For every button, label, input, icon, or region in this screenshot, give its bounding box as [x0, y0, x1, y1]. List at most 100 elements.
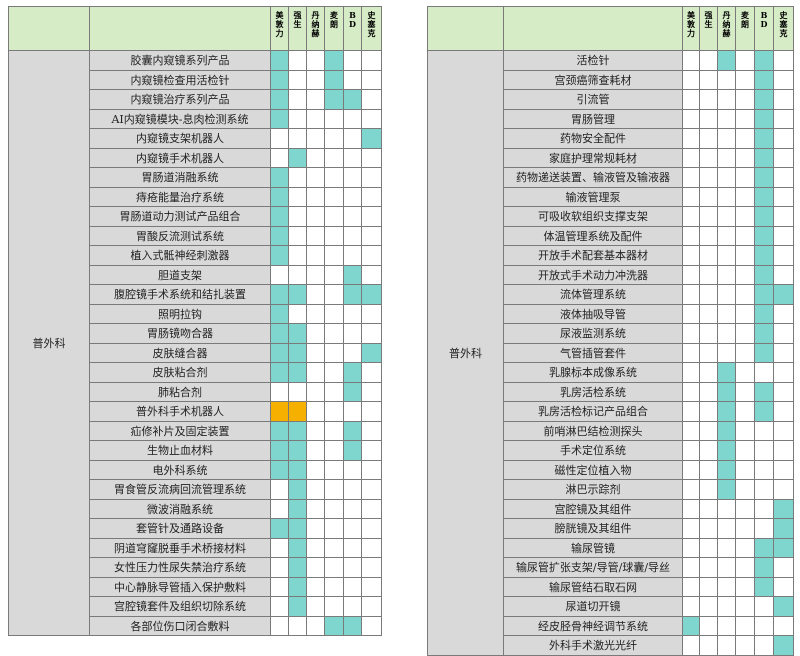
presence-cell-empty	[306, 225, 325, 246]
presence-cell-empty	[288, 128, 307, 149]
presence-cell-empty	[324, 440, 344, 461]
table-row: 女性压力性尿失禁治疗系统	[9, 557, 382, 578]
presence-cell-empty	[361, 167, 382, 188]
presence-cell-filled	[324, 50, 344, 71]
presence-cell-empty	[288, 264, 307, 285]
table-row: 生物止血材料	[9, 440, 382, 461]
presence-cell-empty	[699, 50, 718, 71]
department-cell: 普外科	[8, 50, 90, 636]
product-name: 女性压力性尿失禁治疗系统	[89, 557, 271, 578]
presence-cell-filled	[288, 596, 307, 617]
company-header: 麦朗	[324, 6, 344, 51]
presence-cell-empty	[324, 225, 344, 246]
presence-cell-empty	[773, 615, 794, 636]
presence-cell-empty	[306, 303, 325, 324]
presence-cell-empty	[361, 264, 382, 285]
presence-cell-empty	[699, 284, 718, 305]
presence-cell-empty	[324, 596, 344, 617]
product-name: 膀胱镜及其组件	[503, 518, 683, 539]
presence-cell-empty	[324, 401, 344, 422]
presence-cell-filled	[717, 381, 736, 402]
presence-cell-empty	[361, 225, 382, 246]
presence-cell-empty	[717, 557, 736, 578]
product-name: 普外科手术机器人	[89, 401, 271, 422]
presence-cell-empty	[682, 401, 700, 422]
presence-cell-filled	[324, 615, 344, 636]
presence-cell-empty	[361, 50, 382, 71]
presence-cell-empty	[773, 362, 794, 383]
presence-cell-filled	[773, 284, 794, 305]
presence-cell-empty	[717, 89, 736, 110]
presence-cell-empty	[306, 108, 325, 129]
presence-cell-filled	[361, 284, 382, 305]
company-header: 丹纳赫	[306, 6, 325, 51]
presence-cell-empty	[361, 459, 382, 480]
product-name: 药物安全配件	[503, 128, 683, 149]
table-row: 手术定位系统	[428, 440, 794, 461]
product-name: 中心静脉导管插入保护敷料	[89, 576, 271, 597]
presence-cell-empty	[343, 186, 362, 207]
table-row: 乳房活检标记产品组合	[428, 401, 794, 422]
table-row: AI内窥镜模块-息肉检测系统	[9, 108, 382, 129]
table-row: 胃肠道动力测试产品组合	[9, 206, 382, 227]
presence-cell-filled	[754, 381, 774, 402]
presence-cell-empty	[361, 147, 382, 168]
presence-cell-empty	[682, 69, 700, 90]
presence-cell-filled	[288, 420, 307, 441]
presence-cell-filled	[773, 596, 794, 617]
presence-cell-empty	[735, 440, 755, 461]
presence-cell-empty	[270, 128, 289, 149]
table-row: 胃食管反流病回流管理系统	[9, 479, 382, 500]
presence-cell-empty	[288, 245, 307, 266]
presence-cell-empty	[361, 108, 382, 129]
product-matrix-left: 美敦力 强生 丹纳赫 麦朗 BD 史塞克 普外科 胶囊内窥镜系列产品 内窥镜检查用活检针 内窥镜…	[8, 6, 382, 636]
presence-cell-filled	[343, 89, 362, 110]
presence-cell-empty	[270, 557, 289, 578]
company-header: 史塞克	[361, 6, 382, 51]
product-name: 内窥镜支架机器人	[89, 128, 271, 149]
presence-cell-filled	[288, 537, 307, 558]
table-row: 胃肠镜吻合器	[9, 323, 382, 344]
presence-cell-empty	[773, 225, 794, 246]
presence-cell-filled	[270, 225, 289, 246]
company-header: 史塞克	[773, 6, 794, 51]
product-name: 宫腔镜套件及组织切除系统	[89, 596, 271, 617]
presence-cell-empty	[361, 440, 382, 461]
presence-cell-empty	[306, 284, 325, 305]
table-row: 流体管理系统	[428, 284, 794, 305]
presence-cell-empty	[682, 635, 700, 656]
presence-cell-filled	[361, 128, 382, 149]
product-name: 前哨淋巴结检测探头	[503, 420, 683, 441]
company-name: 强生	[293, 10, 302, 29]
presence-cell-empty	[306, 362, 325, 383]
presence-cell-empty	[717, 615, 736, 636]
presence-cell-empty	[754, 440, 774, 461]
presence-cell-filled	[288, 498, 307, 519]
presence-cell-filled	[270, 440, 289, 461]
presence-cell-empty	[717, 206, 736, 227]
presence-cell-empty	[699, 362, 718, 383]
presence-cell-empty	[324, 128, 344, 149]
presence-cell-empty	[682, 303, 700, 324]
company-name: 美敦力	[275, 10, 284, 38]
product-name: 流体管理系统	[503, 284, 683, 305]
presence-cell-empty	[682, 576, 700, 597]
table-row: 照明拉钩	[9, 303, 382, 324]
presence-cell-empty	[717, 498, 736, 519]
product-name: 体温管理系统及配件	[503, 225, 683, 246]
table-row: 胃酸反流测试系统	[9, 225, 382, 246]
presence-cell-filled	[754, 245, 774, 266]
presence-cell-empty	[361, 381, 382, 402]
presence-cell-empty	[361, 615, 382, 636]
presence-cell-filled	[288, 459, 307, 480]
presence-cell-empty	[682, 323, 700, 344]
presence-cell-empty	[324, 518, 344, 539]
presence-cell-empty	[306, 186, 325, 207]
presence-cell-filled	[717, 440, 736, 461]
presence-cell-empty	[735, 225, 755, 246]
presence-cell-empty	[361, 596, 382, 617]
presence-cell-filled	[270, 284, 289, 305]
presence-cell-empty	[735, 284, 755, 305]
product-name: 皮肤缝合器	[89, 342, 271, 363]
table-row: 套管针及通路设备	[9, 518, 382, 539]
